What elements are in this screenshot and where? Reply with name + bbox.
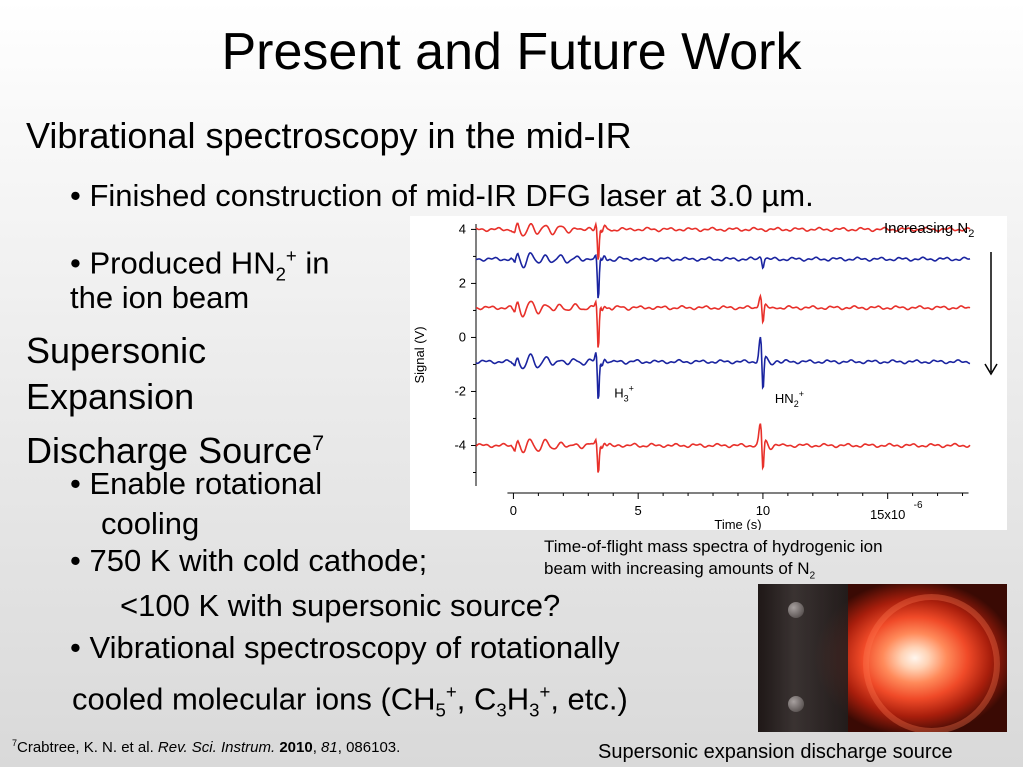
x-scale-label: 15x10 xyxy=(870,507,905,522)
trace-series-3 xyxy=(476,293,971,348)
figure-caption: Time-of-flight mass spectra of hydrogeni… xyxy=(544,536,1004,587)
trace-series-5 xyxy=(475,423,971,473)
x-tick-label: 0 xyxy=(510,503,517,518)
section2-line1: Supersonic xyxy=(26,330,207,371)
peak-label-hn2: HN2+ xyxy=(775,389,804,409)
tof-chart-panel: 4 2 0 -2 -4 0 5 10 15x10 -6 Time (s) Signal (V) H3+ H… xyxy=(410,216,1007,532)
bullet-produced-pre: Produced HN xyxy=(89,245,276,281)
bullet-dot: • xyxy=(70,466,81,501)
caption-line1: Time-of-flight mass spectra of hydrogeni… xyxy=(544,537,883,556)
down-arrow-head xyxy=(984,363,998,376)
bullet-750-line2: <100 K with supersonic source? xyxy=(120,588,561,623)
bolt xyxy=(788,602,804,618)
peak-label-h3: H3+ xyxy=(614,383,634,403)
bolt xyxy=(788,696,804,712)
tof-chart: 4 2 0 -2 -4 0 5 10 15x10 -6 Time (s) Signal (V) H3+ H… xyxy=(412,220,998,532)
superscript: + xyxy=(445,681,457,702)
bullet-dot: • xyxy=(70,630,81,665)
y-tick-label: -2 xyxy=(454,383,466,398)
caption-line2: beam with increasing amounts of N2 xyxy=(544,558,1004,587)
trace-series-4 xyxy=(475,336,971,399)
footnote-ref: 7 xyxy=(312,430,325,455)
bullet-dot: • xyxy=(70,178,81,213)
section-heading-supersonic: Supersonic Expansion Discharge Source7 xyxy=(26,328,324,474)
bullet-laser: • Finished construction of mid-IR DFG la… xyxy=(70,178,814,214)
x-tick-label: 10 xyxy=(756,503,770,518)
bullet-produced-post: in xyxy=(296,245,330,281)
subscript: 2 xyxy=(809,570,816,582)
bullet-enable-line2: cooling xyxy=(101,506,200,541)
photo-caption: Supersonic expansion discharge source xyxy=(598,741,953,763)
electrode-ring xyxy=(863,594,1000,732)
x-scale-exponent: -6 xyxy=(914,500,923,511)
y-axis-label: Signal (V) xyxy=(412,326,427,383)
subscript: 5 xyxy=(435,699,446,721)
bullet-laser-text: Finished construction of mid-IR DFG lase… xyxy=(89,178,814,213)
subscript: 3 xyxy=(496,699,507,721)
section-heading-midir: Vibrational spectroscopy in the mid-IR xyxy=(26,115,632,156)
bullet-dot: • xyxy=(70,543,81,578)
y-tick-label: 0 xyxy=(459,329,466,344)
bullet-vib-line2: cooled molecular ions (CH5+, C3H3+, etc.… xyxy=(72,674,628,729)
subscript: 2 xyxy=(275,263,286,285)
footnote-pages: , 086103. xyxy=(337,739,401,756)
bullet-750-line1: 750 K with cold cathode; xyxy=(89,543,428,578)
footnote-citation: 7Crabtree, K. N. et al. Rev. Sci. Instru… xyxy=(12,738,400,756)
trace-series-1 xyxy=(475,221,971,260)
discharge-source-photo xyxy=(758,584,1007,732)
text-run: cooled molecular ions (CH xyxy=(72,681,436,717)
mount-bracket xyxy=(758,584,848,732)
bullet-enable: • Enable rotational xyxy=(70,466,322,502)
y-tick-label: -4 xyxy=(454,437,466,452)
section2-line3-text: Discharge Source xyxy=(26,430,313,471)
subscript: 3 xyxy=(529,699,540,721)
footnote-year: 2010 xyxy=(279,739,313,756)
x-axis-label: Time (s) xyxy=(714,517,761,530)
y-tick-label: 2 xyxy=(459,275,466,290)
x-tick-label: 5 xyxy=(635,503,642,518)
bullet-dot: • xyxy=(70,245,81,281)
footnote-marker: 7 xyxy=(12,738,18,748)
text-run: , C xyxy=(456,681,497,717)
bullet-750: • 750 K with cold cathode; xyxy=(70,543,427,579)
bullet-enable-line1: Enable rotational xyxy=(89,466,323,501)
trace-series-2 xyxy=(475,252,971,299)
slide-title: Present and Future Work xyxy=(221,23,802,81)
footnote-volume: 81 xyxy=(321,739,338,756)
bullet-produced: • Produced HN2+ in xyxy=(70,238,330,293)
section2-line3: Discharge Source7 xyxy=(26,420,324,474)
bullet-vib-line1: Vibrational spectroscopy of rotationally xyxy=(89,630,620,665)
section2-line2: Expansion xyxy=(26,376,195,417)
footnote-authors: Crabtree, K. N. et al. xyxy=(17,739,158,756)
caption-text: beam with increasing amounts of N xyxy=(544,559,810,578)
text-run: H xyxy=(506,681,530,717)
superscript: + xyxy=(539,681,551,702)
bullet-produced-line2: the ion beam xyxy=(70,280,250,315)
footnote-sep: , xyxy=(312,739,322,756)
superscript: + xyxy=(285,245,297,266)
bullet-vib: • Vibrational spectroscopy of rotational… xyxy=(70,630,620,666)
text-run: , etc.) xyxy=(550,681,628,717)
footnote-journal: Rev. Sci. Instrum. xyxy=(157,739,276,756)
y-tick-label: 4 xyxy=(459,221,466,236)
increasing-n2-label: Increasing N2 xyxy=(884,220,974,240)
